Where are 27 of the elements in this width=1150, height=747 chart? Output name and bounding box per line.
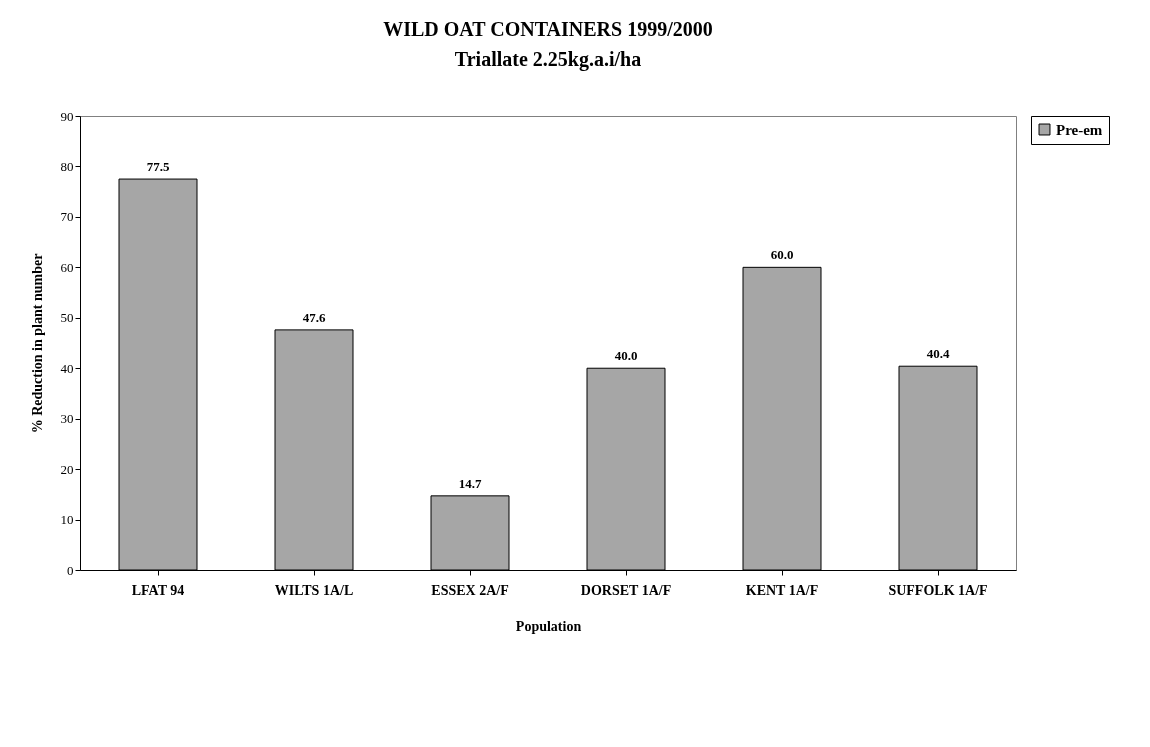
y-tick-label: 50	[60, 310, 74, 326]
data-label: 40.4	[926, 346, 950, 362]
legend-label: Pre-em	[1056, 121, 1103, 138]
data-label: 14.7	[458, 475, 482, 491]
data-label: 47.6	[302, 309, 326, 325]
x-tick-label: ESSEX 2A/F	[431, 582, 509, 598]
y-axis-title: % Reduction in plant number	[29, 253, 45, 434]
chart-title: WILD OAT CONTAINERS 1999/2000	[383, 18, 713, 40]
y-tick-label: 80	[60, 158, 74, 174]
y-tick-label: 0	[67, 562, 74, 578]
y-tick-label: 60	[60, 259, 74, 275]
data-label: 40.0	[614, 348, 638, 364]
y-tick-label: 10	[60, 512, 74, 528]
x-tick-label: SUFFOLK 1A/F	[888, 582, 988, 598]
x-tick-label: LFAT 94	[131, 582, 185, 598]
x-tick-label: WILTS 1A/L	[274, 582, 354, 598]
chart-subtitle: Triallate 2.25kg.a.i/ha	[454, 48, 642, 71]
y-tick-label: 30	[60, 411, 74, 427]
y-tick-label: 90	[60, 108, 74, 124]
data-label: 60.0	[770, 247, 794, 263]
x-tick-label: KENT 1A/F	[745, 582, 819, 598]
y-tick-label: 70	[60, 209, 74, 225]
y-tick-label: 40	[60, 360, 74, 376]
x-axis-title: Population	[515, 618, 582, 634]
data-label: 77.5	[146, 159, 170, 175]
x-tick-label: DORSET 1A/F	[580, 582, 672, 598]
y-tick-label: 20	[60, 461, 74, 477]
